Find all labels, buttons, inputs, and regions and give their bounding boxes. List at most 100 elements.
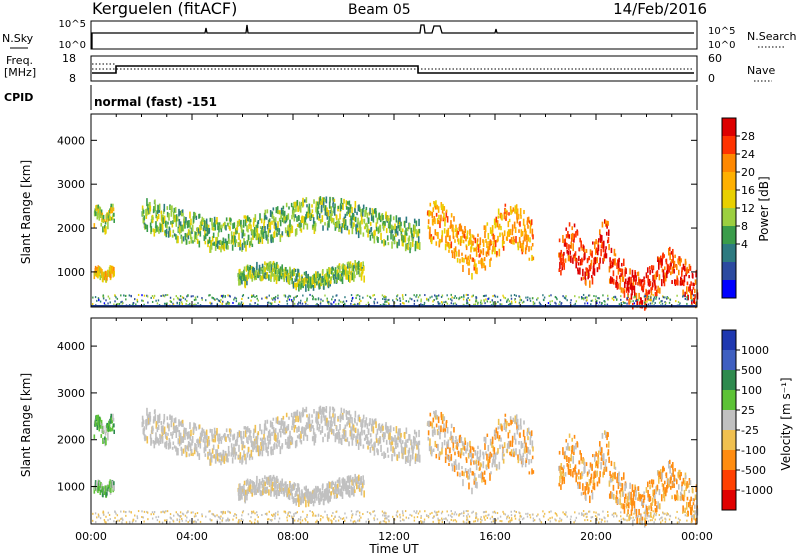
echo-cell	[348, 267, 351, 275]
velocity-cell	[110, 485, 112, 493]
velocity-cell	[385, 521, 387, 524]
velocity-cell	[209, 428, 212, 433]
velocity-cell	[292, 496, 295, 504]
echo-cell	[460, 235, 463, 243]
velocity-cell	[661, 482, 664, 487]
echo-cell	[488, 297, 490, 300]
echo-cell	[578, 248, 581, 252]
echo-cell	[441, 230, 444, 237]
velocity-cell	[474, 449, 477, 456]
velocity-cell	[222, 449, 225, 456]
echo-cell	[515, 204, 518, 210]
velocity-cell	[365, 417, 368, 421]
velocity-cell	[648, 505, 650, 510]
echo-cell	[262, 228, 265, 234]
echo-cell	[360, 214, 363, 222]
echo-cell	[305, 271, 308, 278]
echo-cell	[473, 264, 476, 271]
velocity-cell	[524, 446, 526, 454]
echo-cell	[480, 299, 482, 302]
velocity-cell	[519, 453, 522, 461]
velocity-cell	[610, 460, 613, 467]
echo-cell	[385, 211, 387, 218]
velocity-cell	[404, 442, 406, 450]
velocity-cell	[400, 443, 403, 448]
echo-cell	[196, 295, 199, 298]
echo-cell	[433, 299, 435, 302]
velocity-cell	[284, 438, 287, 445]
echo-cell	[197, 228, 200, 234]
velocity-cell	[254, 512, 256, 515]
echo-cell	[273, 297, 275, 300]
echo-cell	[437, 219, 440, 225]
velocity-cell	[273, 442, 276, 450]
echo-cell	[250, 237, 253, 245]
echo-cell	[225, 217, 228, 222]
velocity-cell	[342, 429, 345, 433]
velocity-cell	[619, 492, 622, 498]
echo-cell	[322, 269, 324, 274]
velocity-cell	[342, 477, 344, 486]
echo-cell	[688, 275, 690, 279]
echo-cell	[282, 274, 285, 280]
velocity-cell	[439, 432, 441, 440]
velocity-cell	[245, 457, 247, 465]
velocity-cell	[358, 416, 361, 423]
velocity-cell	[318, 426, 320, 432]
echo-cell	[224, 238, 227, 244]
echo-cell	[242, 275, 244, 280]
echo-cell	[100, 222, 103, 227]
velocity-cell	[586, 482, 588, 488]
velocity-cell	[278, 491, 281, 497]
echo-cell	[350, 294, 353, 297]
echo-cell	[658, 287, 661, 294]
echo-cell	[336, 220, 339, 228]
velocity-cell	[507, 432, 510, 439]
echo-cell	[296, 199, 299, 207]
echo-cell	[331, 267, 333, 275]
velocity-cell	[460, 448, 463, 456]
echo-cell	[337, 205, 340, 209]
velocity-cell	[307, 488, 310, 494]
echo-cell	[241, 232, 244, 239]
echo-cell	[227, 222, 230, 227]
echo-cell	[399, 303, 402, 306]
echo-cell	[261, 226, 264, 230]
velocity-cell	[527, 446, 530, 454]
velocity-cell	[286, 484, 289, 491]
echo-cell	[298, 283, 300, 292]
velocity-cell	[312, 428, 315, 435]
velocity-cell	[483, 476, 485, 483]
velocity-cell	[518, 449, 521, 456]
velocity-cell	[252, 447, 254, 453]
echo-cell	[467, 293, 469, 296]
echo-cell	[212, 242, 214, 246]
velocity-cell	[607, 449, 610, 456]
velocity-cell	[216, 453, 219, 462]
echo-cell	[424, 294, 426, 297]
echo-cell	[606, 303, 609, 306]
velocity-cell	[675, 495, 678, 500]
velocity-cell	[562, 447, 564, 456]
echo-cell	[443, 212, 445, 218]
echo-cell	[597, 244, 600, 252]
echo-cell	[328, 274, 330, 279]
velocity-cell	[154, 437, 157, 445]
echo-cell	[499, 299, 502, 302]
velocity-cell	[588, 487, 590, 493]
echo-cell	[102, 216, 105, 224]
echo-cell	[237, 273, 240, 281]
echo-cell	[549, 303, 552, 306]
echo-cell	[660, 300, 662, 303]
echo-cell	[336, 278, 338, 283]
echo-cell	[345, 206, 348, 210]
velocity-cell	[407, 451, 410, 457]
echo-cell	[175, 220, 178, 227]
velocity-cell	[278, 440, 281, 444]
velocity-cell	[515, 448, 517, 456]
echo-cell	[663, 254, 665, 258]
velocity-cell	[319, 498, 321, 505]
echo-cell	[215, 243, 218, 247]
velocity-cell	[181, 419, 184, 424]
echo-cell	[161, 214, 163, 222]
